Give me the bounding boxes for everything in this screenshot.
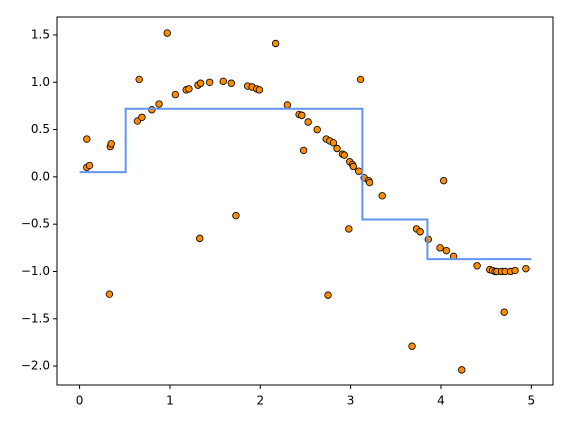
point bbox=[349, 162, 358, 171]
point bbox=[298, 111, 306, 120]
y-tick-label: −1.5 bbox=[21, 311, 50, 325]
point bbox=[283, 101, 292, 109]
point bbox=[313, 125, 321, 134]
point bbox=[185, 85, 193, 93]
point bbox=[105, 290, 114, 298]
point bbox=[522, 264, 530, 273]
point bbox=[355, 167, 363, 175]
y-tick-label: 0.0 bbox=[31, 169, 50, 183]
point bbox=[345, 225, 353, 233]
x-tick-label: 2 bbox=[256, 394, 264, 408]
point bbox=[378, 192, 386, 200]
point bbox=[138, 113, 146, 121]
point bbox=[333, 144, 341, 153]
y-tick-label: −0.5 bbox=[21, 217, 50, 231]
point bbox=[205, 78, 214, 86]
point bbox=[135, 75, 143, 84]
point bbox=[439, 176, 448, 185]
x-tick-label: 1 bbox=[166, 394, 174, 408]
y-tick-label: 1.0 bbox=[31, 75, 50, 89]
point bbox=[83, 135, 91, 143]
point bbox=[340, 151, 349, 159]
point bbox=[155, 100, 163, 108]
y-tick-label: −1.0 bbox=[21, 264, 50, 278]
x-tick-label: 4 bbox=[437, 394, 445, 408]
point bbox=[171, 90, 180, 99]
point bbox=[232, 211, 240, 220]
point bbox=[473, 262, 481, 270]
point bbox=[329, 139, 338, 147]
point bbox=[227, 79, 236, 87]
point bbox=[436, 244, 444, 252]
x-tick-label: 0 bbox=[76, 394, 84, 408]
point bbox=[442, 246, 451, 255]
point bbox=[196, 79, 205, 87]
point bbox=[365, 178, 374, 187]
point bbox=[511, 266, 519, 275]
point bbox=[271, 39, 280, 48]
point bbox=[304, 118, 312, 126]
point bbox=[416, 228, 424, 236]
point bbox=[408, 342, 416, 350]
axes-frame bbox=[56, 16, 554, 386]
step-line bbox=[79, 107, 532, 261]
x-tick-label: 5 bbox=[527, 394, 535, 408]
x-tick-label: 3 bbox=[347, 394, 355, 408]
y-tick-label: −2.0 bbox=[21, 359, 50, 373]
point bbox=[324, 291, 332, 299]
point bbox=[163, 29, 171, 37]
y-tick-label: 1.5 bbox=[31, 27, 50, 41]
y-tick-label: 0.5 bbox=[31, 122, 50, 136]
point bbox=[196, 234, 204, 243]
point bbox=[356, 75, 365, 84]
point bbox=[500, 308, 508, 316]
point bbox=[299, 146, 308, 155]
point bbox=[85, 161, 94, 170]
point bbox=[107, 140, 115, 148]
point bbox=[255, 86, 264, 94]
point bbox=[458, 366, 466, 374]
point bbox=[219, 77, 227, 86]
